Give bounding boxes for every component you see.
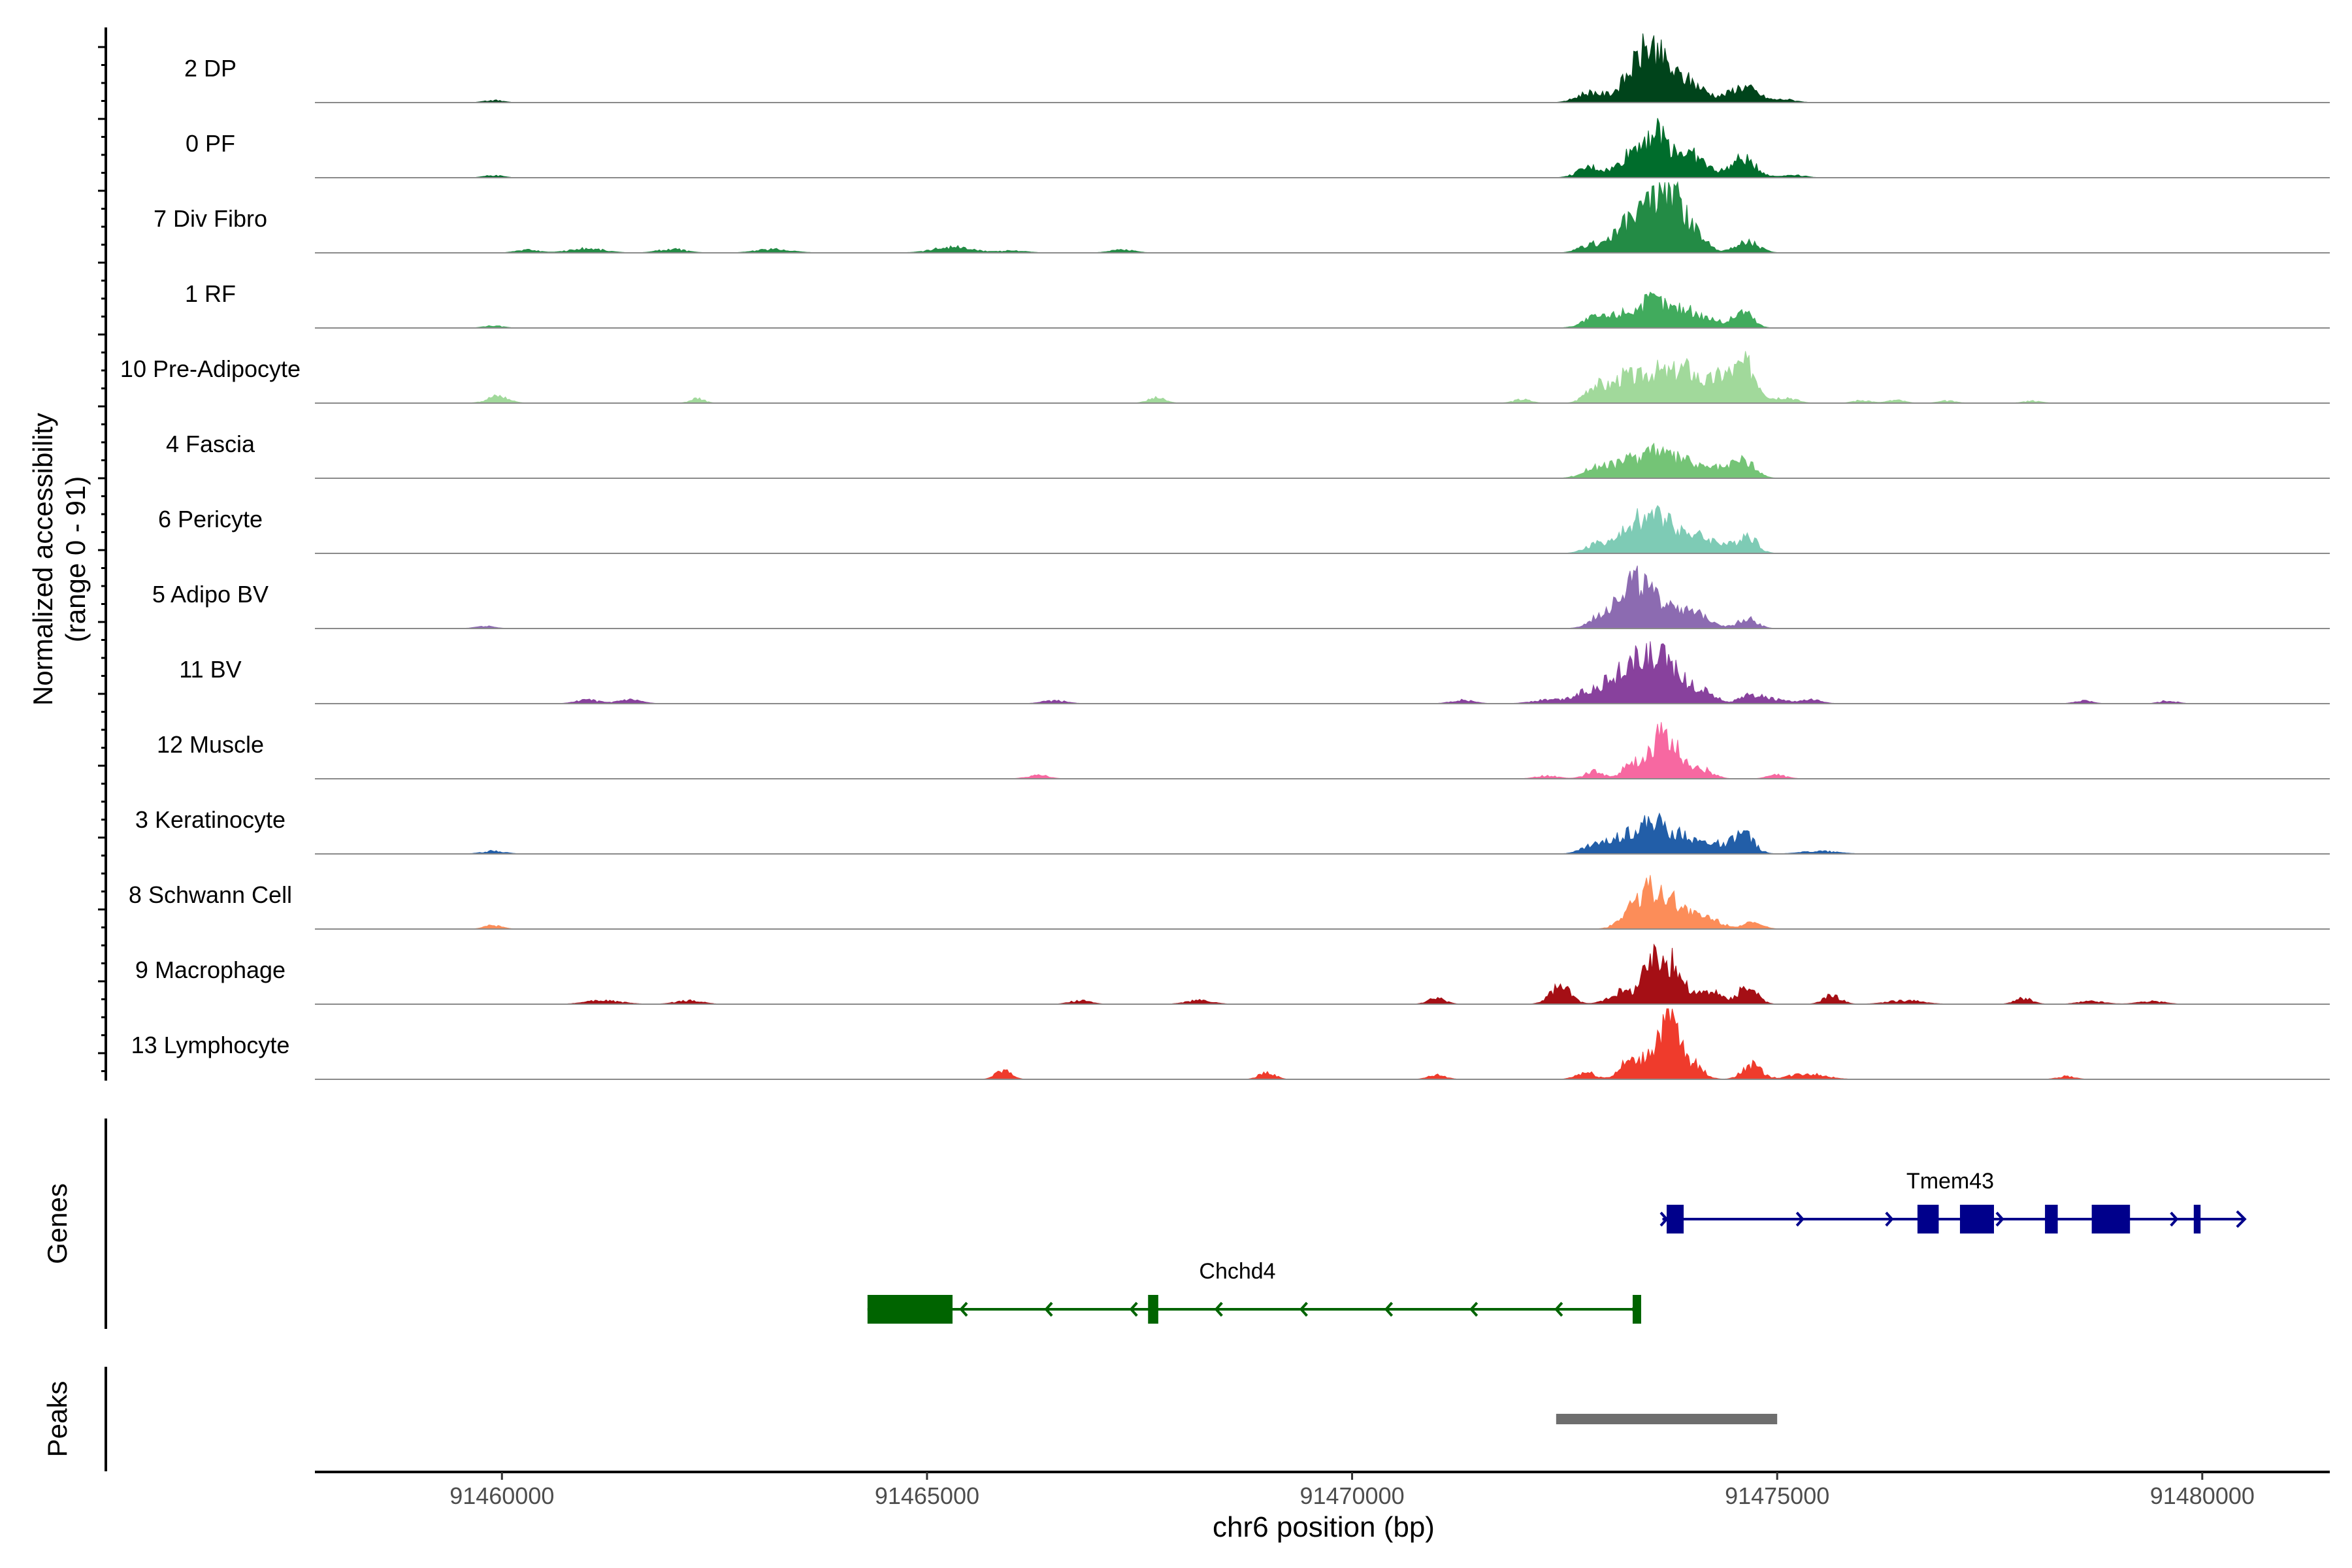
- track-11-bv: 11 BV: [179, 641, 2330, 704]
- track-4-fascia: 4 Fascia: [166, 431, 2330, 479]
- track-label: 2 DP: [184, 55, 237, 82]
- gene-label: Chchd4: [1199, 1259, 1275, 1284]
- track-label: 9 Macrophage: [135, 956, 286, 983]
- exon: [2091, 1205, 2131, 1233]
- track-6-pericyte: 6 Pericyte: [158, 505, 2330, 554]
- x-tick-label: 91465000: [875, 1482, 979, 1509]
- track-label: 5 Adipo BV: [152, 581, 269, 608]
- strand-arrow: [1129, 1301, 1138, 1317]
- track-3-keratinocyte: 3 Keratinocyte: [135, 806, 2330, 855]
- coverage-area: [315, 118, 2330, 178]
- exon: [2193, 1205, 2201, 1233]
- track-label: 11 BV: [179, 656, 241, 683]
- strand-arrow: [2170, 1211, 2179, 1227]
- track-label: 0 PF: [186, 130, 235, 157]
- track-13-lymphocyte: 13 Lymphocyte: [131, 1008, 2330, 1080]
- track-8-schwann-cell: 8 Schwann Cell: [129, 875, 2330, 930]
- coverage-area: [315, 1008, 2330, 1080]
- exon: [2045, 1205, 2058, 1233]
- peak-region-bar: [1556, 1414, 1778, 1424]
- coverage-tracks: 2 DP 0 PF 7 Div Fibro 1 RF 10 Pre-Adipocyte 4…: [120, 33, 2330, 1080]
- track-2-dp: 2 DP: [184, 33, 2330, 103]
- peak-regions: [1556, 1414, 1778, 1424]
- coverage-area: [315, 565, 2330, 629]
- gene-tmem43: Tmem43: [1659, 1169, 2247, 1233]
- strand-arrow: [1299, 1301, 1308, 1317]
- track-label: 6 Pericyte: [158, 506, 263, 532]
- gene-chchd4: Chchd4: [867, 1259, 1641, 1324]
- strand-arrow: [1044, 1301, 1053, 1317]
- strand-arrow: [1384, 1301, 1394, 1317]
- strand-arrow: [1469, 1301, 1478, 1317]
- track-label: 7 Div Fibro: [154, 205, 267, 232]
- strand-arrow: [1995, 1211, 2004, 1227]
- x-tick-label: 91475000: [1725, 1482, 1829, 1509]
- strand-arrow: [2093, 1211, 2102, 1227]
- gene-label: Tmem43: [1906, 1169, 1994, 1194]
- exon: [867, 1295, 953, 1324]
- exon: [1917, 1205, 1939, 1233]
- coverage-area: [315, 181, 2330, 253]
- peaks-axis-label: Peaks: [42, 1381, 73, 1458]
- genes-panel: Genes Tmem43 Chchd4: [42, 1119, 2247, 1329]
- strand-arrow: [1795, 1211, 1805, 1227]
- track-label: 4 Fascia: [166, 431, 255, 457]
- coverage-area: [315, 812, 2330, 855]
- coverage-area: [315, 875, 2330, 930]
- y-axis-label-line1: Normalized accessibility: [27, 413, 58, 706]
- strand-arrow: [1214, 1301, 1223, 1317]
- strand-arrow: [1659, 1211, 1669, 1227]
- x-axis-title: chr6 position (bp): [1213, 1511, 1435, 1543]
- x-axis: 91460000 91465000 91470000 91475000 91480000…: [315, 1471, 2330, 1543]
- peaks-panel: Peaks: [42, 1367, 1778, 1471]
- track-label: 12 Muscle: [157, 731, 264, 758]
- track-12-muscle: 12 Muscle: [157, 722, 2330, 779]
- track-label: 13 Lymphocyte: [131, 1032, 290, 1058]
- y-axis-label-line2: (range 0 - 91): [60, 476, 91, 642]
- strand-arrow: [1554, 1301, 1563, 1317]
- strand-arrow: [959, 1301, 968, 1317]
- x-tick-label: 91480000: [2150, 1482, 2255, 1509]
- track-7-div-fibro: 7 Div Fibro: [154, 181, 2330, 253]
- track-9-macrophage: 9 Macrophage: [135, 943, 2330, 1005]
- coverage-area: [315, 291, 2330, 329]
- track-label: 10 Pre-Adipocyte: [120, 355, 301, 382]
- track-5-adipo-bv: 5 Adipo BV: [152, 565, 2330, 629]
- gene-models: Tmem43 Chchd4: [867, 1169, 2247, 1324]
- accessibility-y-axis: [98, 27, 107, 1081]
- genes-axis-label: Genes: [42, 1183, 73, 1264]
- strand-arrow: [1631, 1301, 1640, 1317]
- coverage-area: [315, 33, 2330, 103]
- x-ticks: 91460000 91465000 91470000 91475000 91480000: [449, 1472, 2255, 1509]
- exon: [1148, 1295, 1158, 1324]
- track-1-rf: 1 RF: [185, 280, 2330, 329]
- coverage-area: [315, 943, 2330, 1005]
- coverage-area: [315, 351, 2330, 404]
- strand-arrow: [2236, 1210, 2247, 1228]
- track-label: 1 RF: [185, 280, 236, 307]
- coverage-area: [315, 442, 2330, 479]
- coverage-area: [315, 722, 2330, 779]
- x-tick-label: 91460000: [449, 1482, 554, 1509]
- track-0-pf: 0 PF: [186, 118, 2330, 178]
- coverage-area: [315, 505, 2330, 554]
- x-tick-label: 91470000: [1299, 1482, 1404, 1509]
- coverage-area: [315, 641, 2330, 704]
- strand-arrow: [1885, 1211, 1894, 1227]
- track-label: 3 Keratinocyte: [135, 806, 286, 833]
- exon: [1667, 1205, 1684, 1233]
- exon: [1632, 1295, 1641, 1324]
- track-10-pre-adipocyte: 10 Pre-Adipocyte: [120, 351, 2330, 404]
- track-label: 8 Schwann Cell: [129, 881, 292, 908]
- exon: [1959, 1205, 1994, 1233]
